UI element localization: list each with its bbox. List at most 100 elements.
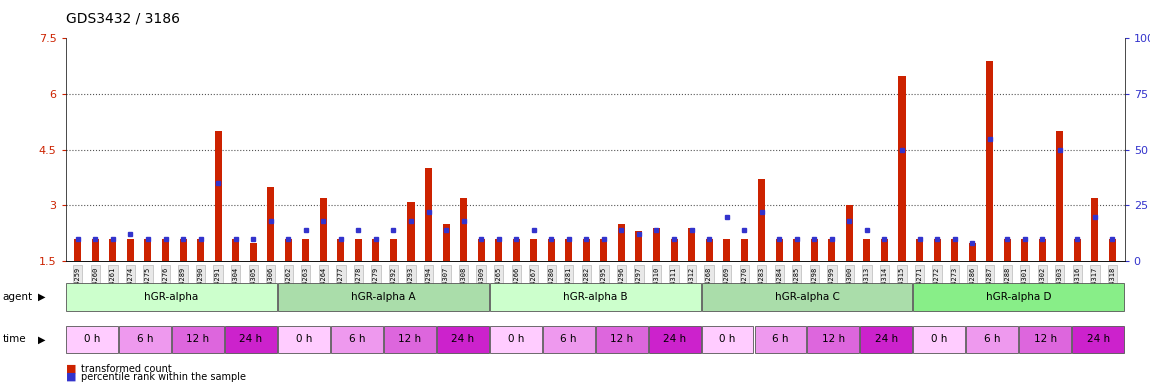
Bar <box>1072 326 1125 353</box>
Bar <box>1004 239 1011 261</box>
Bar <box>966 326 1018 353</box>
Bar <box>793 239 800 261</box>
Bar <box>530 239 537 261</box>
Bar <box>109 239 116 261</box>
Bar <box>670 239 677 261</box>
Text: 0 h: 0 h <box>932 334 948 344</box>
Bar <box>437 326 489 353</box>
Bar <box>197 239 204 261</box>
Bar <box>987 61 994 261</box>
Bar <box>162 239 169 261</box>
Bar <box>285 239 292 261</box>
Bar <box>302 239 309 261</box>
Text: 0 h: 0 h <box>84 334 100 344</box>
Bar <box>636 232 643 261</box>
Text: 0 h: 0 h <box>296 334 312 344</box>
Text: 0 h: 0 h <box>720 334 736 344</box>
Bar <box>934 239 941 261</box>
Bar <box>331 326 383 353</box>
Text: time: time <box>2 334 26 344</box>
Bar <box>860 326 912 353</box>
Bar <box>688 228 695 261</box>
Text: percentile rank within the sample: percentile rank within the sample <box>81 372 245 382</box>
Bar <box>754 326 806 353</box>
Bar <box>179 239 186 261</box>
Text: 6 h: 6 h <box>560 334 577 344</box>
Text: 6 h: 6 h <box>348 334 365 344</box>
Bar <box>278 283 489 311</box>
Bar <box>66 326 118 353</box>
Bar <box>1021 239 1028 261</box>
Bar <box>596 326 647 353</box>
Bar <box>460 198 467 261</box>
Bar <box>543 326 595 353</box>
Bar <box>758 179 765 261</box>
Bar <box>807 326 859 353</box>
Bar <box>225 326 277 353</box>
Bar <box>355 239 362 261</box>
Bar <box>373 239 380 261</box>
Bar <box>66 283 277 311</box>
Bar <box>898 76 905 261</box>
Bar <box>653 228 660 261</box>
Bar <box>120 326 171 353</box>
Text: hGR-alpha A: hGR-alpha A <box>351 292 415 302</box>
Bar <box>864 239 871 261</box>
Text: 6 h: 6 h <box>773 334 789 344</box>
Bar <box>917 239 923 261</box>
Bar <box>1074 239 1081 261</box>
Bar <box>702 283 912 311</box>
Bar <box>913 326 965 353</box>
Bar <box>741 239 748 261</box>
Text: 24 h: 24 h <box>875 334 898 344</box>
Text: hGR-alpha B: hGR-alpha B <box>562 292 628 302</box>
Text: 0 h: 0 h <box>507 334 524 344</box>
Bar <box>337 239 344 261</box>
Bar <box>1038 239 1045 261</box>
Bar <box>1019 326 1071 353</box>
Bar <box>706 239 713 261</box>
Bar <box>390 239 397 261</box>
Bar <box>477 239 484 261</box>
Bar <box>407 202 414 261</box>
Text: ▶: ▶ <box>38 334 46 344</box>
Bar <box>443 224 450 261</box>
Bar <box>583 239 590 261</box>
Bar <box>547 239 554 261</box>
Text: ■: ■ <box>66 364 76 374</box>
Bar <box>1091 198 1098 261</box>
Bar <box>951 239 958 261</box>
Text: hGR-alpha: hGR-alpha <box>145 292 199 302</box>
Bar <box>968 243 975 261</box>
Bar <box>232 239 239 261</box>
Bar <box>702 326 753 353</box>
Text: 24 h: 24 h <box>451 334 474 344</box>
Text: agent: agent <box>2 292 32 302</box>
Bar <box>723 239 730 261</box>
Text: 12 h: 12 h <box>822 334 845 344</box>
Bar <box>513 239 520 261</box>
Bar <box>75 239 82 261</box>
Bar <box>384 326 436 353</box>
Text: GDS3432 / 3186: GDS3432 / 3186 <box>66 12 179 25</box>
Bar <box>649 326 700 353</box>
Bar <box>811 239 818 261</box>
Text: 12 h: 12 h <box>398 334 421 344</box>
Bar <box>92 239 99 261</box>
Bar <box>145 239 152 261</box>
Bar <box>881 239 888 261</box>
Bar <box>1109 239 1116 261</box>
Text: 6 h: 6 h <box>137 334 153 344</box>
Text: 12 h: 12 h <box>186 334 209 344</box>
Bar <box>267 187 274 261</box>
Bar <box>600 239 607 261</box>
Bar <box>846 205 853 261</box>
Text: 24 h: 24 h <box>664 334 687 344</box>
Text: transformed count: transformed count <box>81 364 171 374</box>
Bar <box>618 224 624 261</box>
Text: hGR-alpha D: hGR-alpha D <box>986 292 1051 302</box>
Text: ■: ■ <box>66 372 76 382</box>
Text: hGR-alpha C: hGR-alpha C <box>774 292 840 302</box>
Bar <box>172 326 224 353</box>
Bar <box>566 239 573 261</box>
